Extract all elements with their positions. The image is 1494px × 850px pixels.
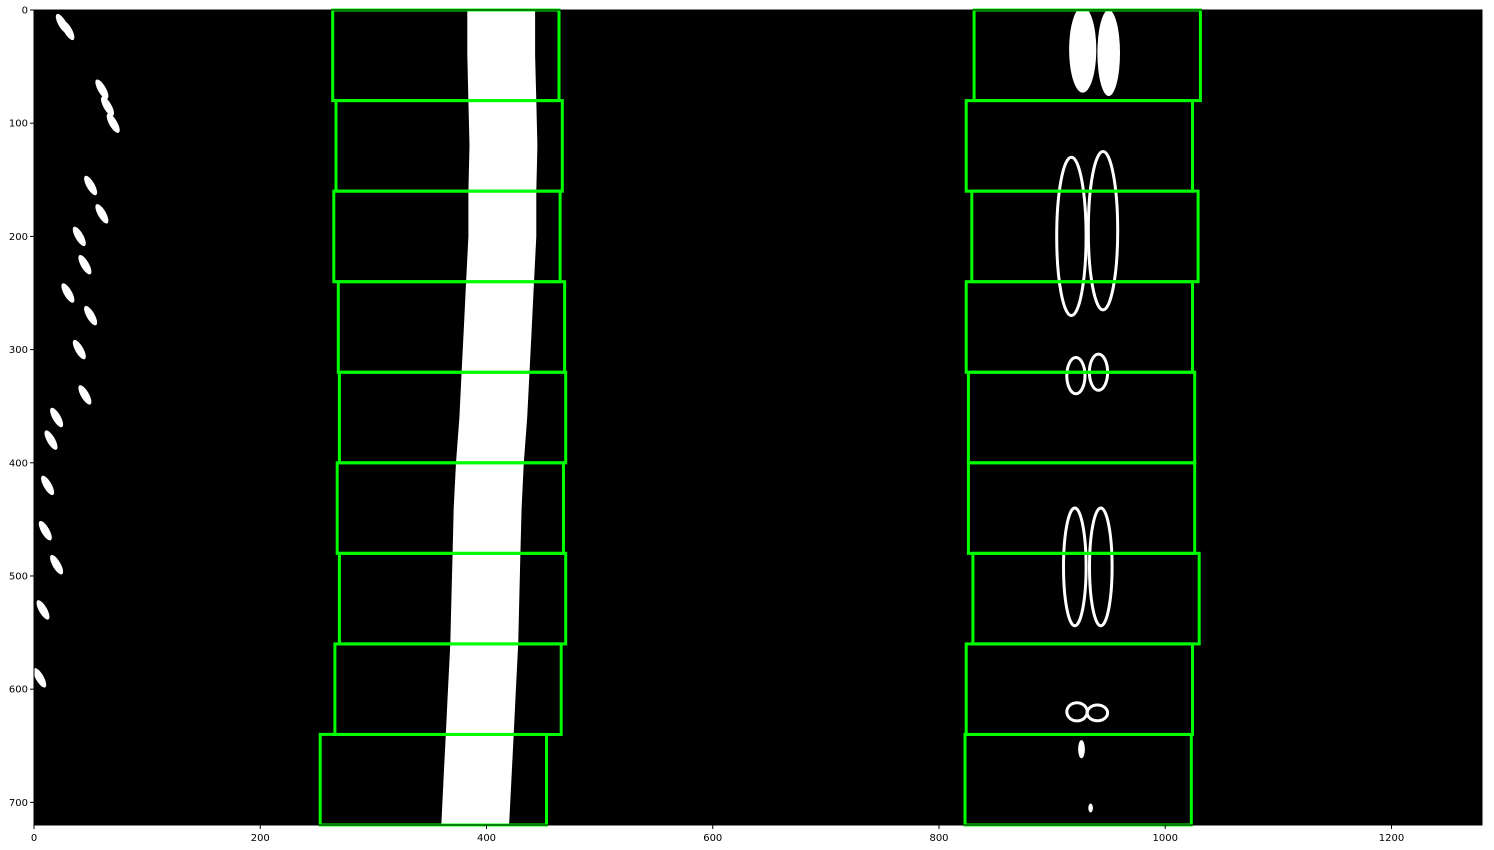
y-tick-label: 400 — [9, 458, 28, 469]
left-lane-line — [441, 10, 538, 825]
edge-noise-blob — [38, 520, 52, 541]
right-lane-dash — [1097, 10, 1120, 96]
x-tick-label: 200 — [251, 833, 270, 844]
edge-noise-blob — [101, 96, 114, 116]
x-tick-label: 0 — [31, 833, 37, 844]
edge-noise-blob — [84, 175, 98, 196]
x-tick-label: 800 — [929, 833, 948, 844]
right-lane-dash — [1055, 155, 1088, 318]
x-tick-label: 600 — [703, 833, 722, 844]
y-tick-label: 100 — [9, 119, 28, 130]
right-lane-dash — [1088, 506, 1114, 628]
y-tick-label: 0 — [22, 6, 28, 17]
edge-noise-blob — [84, 305, 98, 326]
edge-noise-blob — [72, 226, 86, 247]
sliding-windows-layer — [318, 8, 1202, 827]
right-lane-dash — [1088, 803, 1093, 813]
edge-noise-blob — [78, 254, 92, 275]
right-lane-dash — [1085, 703, 1110, 723]
edge-noise-blob — [36, 600, 50, 620]
y-tick-label: 600 — [9, 685, 28, 696]
edge-noise-blob — [41, 475, 55, 496]
y-tick-label: 700 — [9, 798, 28, 809]
right-lane-dash — [1065, 356, 1087, 396]
y-axis-ticks: 0 100 200 300 400 500 600 700 — [9, 6, 34, 809]
x-axis-ticks: 0 200 400 600 800 1000 1200 — [31, 825, 1404, 844]
x-tick-label: 1200 — [1379, 833, 1404, 844]
x-tick-label: 400 — [477, 833, 496, 844]
right-lane-dash — [1086, 150, 1120, 312]
edge-noise-blob — [61, 20, 75, 41]
edge-noise-blob — [95, 204, 109, 224]
y-tick-label: 300 — [9, 345, 28, 356]
edge-noise-blob — [44, 430, 58, 450]
right-lane-dash — [1069, 6, 1097, 93]
y-tick-label: 500 — [9, 571, 28, 582]
image-area — [33, 6, 1482, 827]
x-tick-label: 1000 — [1153, 833, 1178, 844]
edge-noise-blob — [50, 554, 64, 575]
right-lane-dash — [1078, 740, 1085, 759]
binary-image-background — [34, 10, 1482, 825]
edge-noise-blob — [61, 283, 75, 303]
edge-noise-blob — [50, 407, 64, 428]
axes-frame — [33, 9, 1483, 826]
edge-noise-blob — [106, 113, 120, 133]
edge-noise-blob — [33, 668, 47, 688]
right-lane-dash — [1062, 506, 1088, 628]
edge-noise-blob — [95, 79, 109, 99]
y-tick-label: 200 — [9, 232, 28, 243]
lane-pixels-layer — [33, 6, 1120, 825]
edge-noise-blob — [78, 385, 92, 405]
edge-noise-blob — [72, 339, 86, 360]
